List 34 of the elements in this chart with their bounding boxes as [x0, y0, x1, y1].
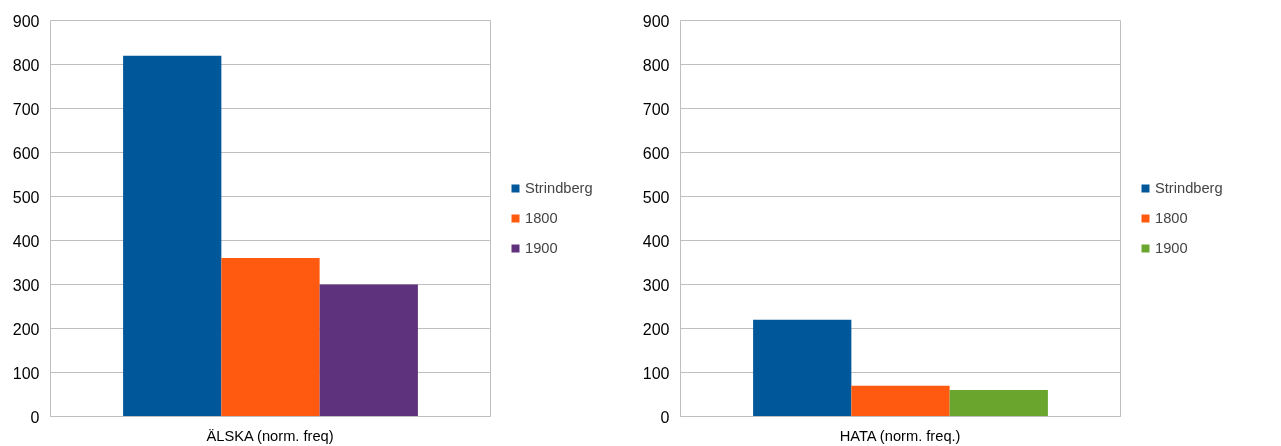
y-tick-label: 100: [12, 364, 40, 382]
bar: [123, 55, 222, 417]
bar: [949, 390, 1048, 417]
bar: [851, 385, 950, 417]
legend-label: 1800: [1155, 210, 1188, 226]
y-tick-label: 800: [642, 56, 670, 74]
y-tick-label: 900: [642, 12, 670, 30]
legend-label: 1800: [525, 210, 558, 226]
x-tick-label: ÄLSKA (norm. freq): [206, 427, 334, 444]
y-tick-label: 200: [642, 320, 670, 338]
legend-label: 1900: [525, 240, 558, 256]
y-tick-label: 700: [12, 100, 40, 118]
y-tick-label: 100: [642, 364, 670, 382]
y-tick-label: 500: [12, 188, 40, 206]
y-tick-label: 700: [642, 100, 670, 118]
y-tick-label: 0: [660, 408, 670, 426]
y-tick-label: 0: [30, 408, 40, 426]
bar: [753, 319, 852, 417]
y-tick-label: 200: [12, 320, 40, 338]
y-tick-label: 500: [642, 188, 670, 206]
y-tick-label: 400: [642, 232, 670, 250]
y-tick-label: 600: [12, 144, 40, 162]
y-tick-label: 800: [12, 56, 40, 74]
y-tick-label: 300: [642, 276, 670, 294]
bar: [319, 284, 418, 417]
bar: [221, 258, 320, 417]
legend-label: Strindberg: [525, 180, 593, 196]
legend-label: 1900: [1155, 240, 1188, 256]
y-tick-label: 600: [642, 144, 670, 162]
y-tick-label: 900: [12, 12, 40, 30]
legend-label: Strindberg: [1155, 180, 1223, 196]
y-tick-label: 300: [12, 276, 40, 294]
y-tick-label: 400: [12, 232, 40, 250]
x-tick-label: HATA (norm. freq.): [839, 427, 961, 444]
